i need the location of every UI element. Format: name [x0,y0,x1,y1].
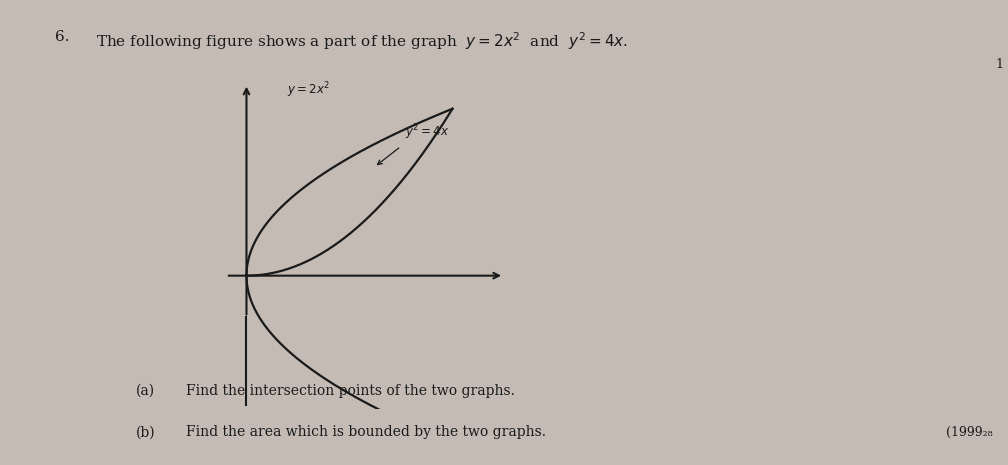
Text: $y^2 = 4x$: $y^2 = 4x$ [405,122,450,142]
Text: (1999₂₈: (1999₂₈ [947,425,993,438]
Text: 6.: 6. [55,30,70,44]
Text: (b): (b) [136,425,155,439]
Text: Find the area which is bounded by the two graphs.: Find the area which is bounded by the tw… [186,425,546,439]
Text: Find the intersection points of the two graphs.: Find the intersection points of the two … [186,384,515,398]
Text: 1: 1 [995,58,1003,71]
Text: The following figure shows a part of the graph  $y = 2x^2$  and  $y^2 = 4x$.: The following figure shows a part of the… [96,30,628,52]
Text: $y = 2x^2$: $y = 2x^2$ [286,81,330,100]
Text: (a): (a) [136,384,155,398]
